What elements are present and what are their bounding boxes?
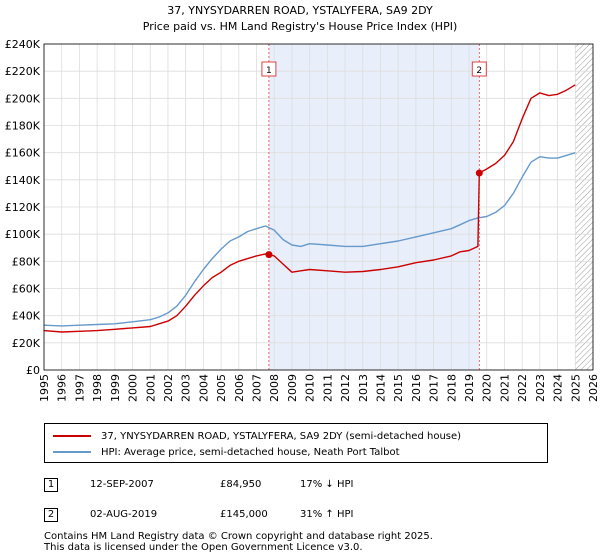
sale-date: 12-SEP-2007: [90, 479, 154, 490]
x-tick-label: 2012: [339, 374, 352, 402]
x-tick-label: 2002: [162, 374, 175, 402]
x-tick-label: 2005: [215, 374, 228, 402]
y-tick-label: £120K: [5, 201, 41, 214]
y-tick-label: £60K: [12, 283, 41, 296]
x-tick-label: 2018: [445, 374, 458, 402]
footer-line-1: Contains HM Land Registry data © Crown c…: [44, 531, 433, 542]
footer-line-2: This data is licensed under the Open Gov…: [44, 542, 363, 553]
y-tick-label: £100K: [5, 228, 41, 241]
x-tick-label: 2001: [144, 374, 157, 402]
x-tick-label: 1995: [38, 374, 51, 402]
sale-price: £84,950: [220, 479, 262, 490]
price-chart: 37, YNYSYDARREN ROAD, YSTALYFERA, SA9 2D…: [5, 4, 600, 402]
sale-date: 02-AUG-2019: [90, 509, 158, 520]
x-tick-label: 1998: [91, 374, 104, 402]
x-tick-label: 2020: [481, 374, 494, 402]
footer-attribution: Contains HM Land Registry data © Crown c…: [44, 531, 433, 553]
sale-number: 1: [44, 478, 58, 492]
sale-row: 2 02-AUG-2019 £145,000 31% ↑ HPI: [44, 506, 584, 526]
x-tick-label: 1999: [109, 374, 122, 402]
x-tick-label: 2000: [127, 374, 140, 402]
y-tick-label: £40K: [12, 310, 41, 323]
chart-title: 37, YNYSYDARREN ROAD, YSTALYFERA, SA9 2D…: [167, 4, 433, 17]
property-price-line: [43, 84, 576, 333]
legend-item-hpi: HPI: Average price, semi-detached house,…: [53, 445, 400, 459]
sale-hpi-change: 31% ↑ HPI: [300, 509, 354, 520]
x-tick-label: 2015: [392, 374, 405, 402]
sale-label-box: [261, 61, 277, 77]
x-tick-label: 2010: [304, 374, 317, 402]
x-tick-label: 2003: [180, 374, 193, 402]
sale-point: [475, 169, 483, 177]
x-tick-label: 2021: [498, 374, 511, 402]
y-tick-label: £200K: [5, 92, 41, 105]
y-tick-label: £240K: [5, 38, 41, 51]
x-tick-label: 2026: [587, 374, 600, 402]
x-tick-label: 2009: [286, 374, 299, 402]
y-tick-label: £80K: [12, 255, 41, 268]
y-tick-label: £20K: [12, 337, 41, 350]
x-tick-label: 1996: [56, 374, 69, 402]
chart-subtitle: Price paid vs. HM Land Registry's House …: [143, 20, 458, 33]
y-tick-label: £220K: [5, 65, 41, 78]
y-tick-label: £140K: [5, 174, 41, 187]
x-tick-label: 2022: [516, 374, 529, 402]
x-tick-label: 2007: [251, 374, 264, 402]
x-tick-label: 2008: [268, 374, 281, 402]
x-tick-label: 2019: [463, 374, 476, 402]
legend-label-property: 37, YNYSYDARREN ROAD, YSTALYFERA, SA9 2D…: [101, 430, 462, 442]
sale-point: [265, 251, 273, 259]
x-tick-label: 2014: [374, 374, 387, 402]
x-tick-label: 2011: [321, 374, 334, 402]
legend-line-hpi: [53, 451, 91, 453]
y-tick-label: £180K: [5, 120, 41, 133]
plot-frame: [43, 43, 594, 371]
x-tick-label: 2025: [569, 374, 582, 402]
x-tick-label: 2013: [357, 374, 370, 402]
sale-price: £145,000: [220, 509, 268, 520]
x-tick-label: 2024: [552, 374, 565, 402]
x-tick-label: 2004: [197, 374, 210, 402]
sale-label: 1: [266, 66, 272, 76]
legend-item-property: 37, YNYSYDARREN ROAD, YSTALYFERA, SA9 2D…: [53, 429, 461, 443]
hpi-line: [43, 152, 576, 327]
sale-label-box: [471, 61, 487, 77]
x-tick-label: 1997: [73, 374, 86, 402]
x-tick-label: 2017: [428, 374, 441, 402]
sale-hpi-change: 17% ↓ HPI: [300, 479, 354, 490]
legend-line-property: [53, 435, 91, 437]
x-tick-label: 2006: [233, 374, 246, 402]
legend-label-hpi: HPI: Average price, semi-detached house,…: [101, 446, 400, 458]
y-tick-label: £160K: [5, 147, 41, 160]
sale-label: 2: [476, 66, 482, 76]
y-tick-label: £0: [26, 364, 40, 377]
sale-row: 1 12-SEP-2007 £84,950 17% ↓ HPI: [44, 476, 584, 496]
x-tick-label: 2016: [410, 374, 423, 402]
chart-legend: 37, YNYSYDARREN ROAD, YSTALYFERA, SA9 2D…: [44, 423, 548, 463]
sale-number: 2: [44, 508, 58, 522]
x-tick-label: 2023: [534, 374, 547, 402]
